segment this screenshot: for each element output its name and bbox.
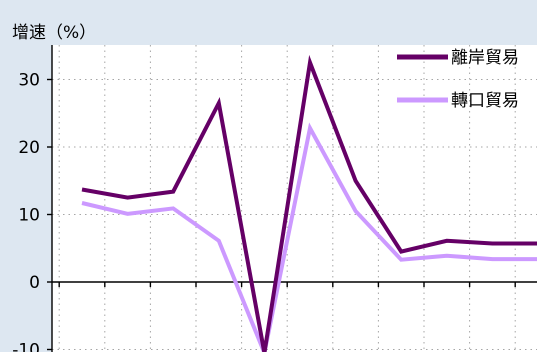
axis-layer: -10 0 10 20 30 xyxy=(12,45,537,352)
y-tick-label: 30 xyxy=(18,71,40,91)
y-tick-label: 20 xyxy=(18,138,40,158)
y-tick-label: -10 xyxy=(12,341,40,352)
legend-label: 離岸貿易 xyxy=(451,48,519,68)
legend-item-reexport: 轉口貿易 xyxy=(397,91,519,111)
series-layer xyxy=(81,54,537,352)
legend-label: 轉口貿易 xyxy=(451,91,519,111)
y-axis-title: 增速（%） xyxy=(12,23,96,43)
legend-item-offshore: 離岸貿易 xyxy=(397,48,519,68)
y-tick-label: 0 xyxy=(29,273,40,293)
y-tick-label: 10 xyxy=(18,206,40,226)
